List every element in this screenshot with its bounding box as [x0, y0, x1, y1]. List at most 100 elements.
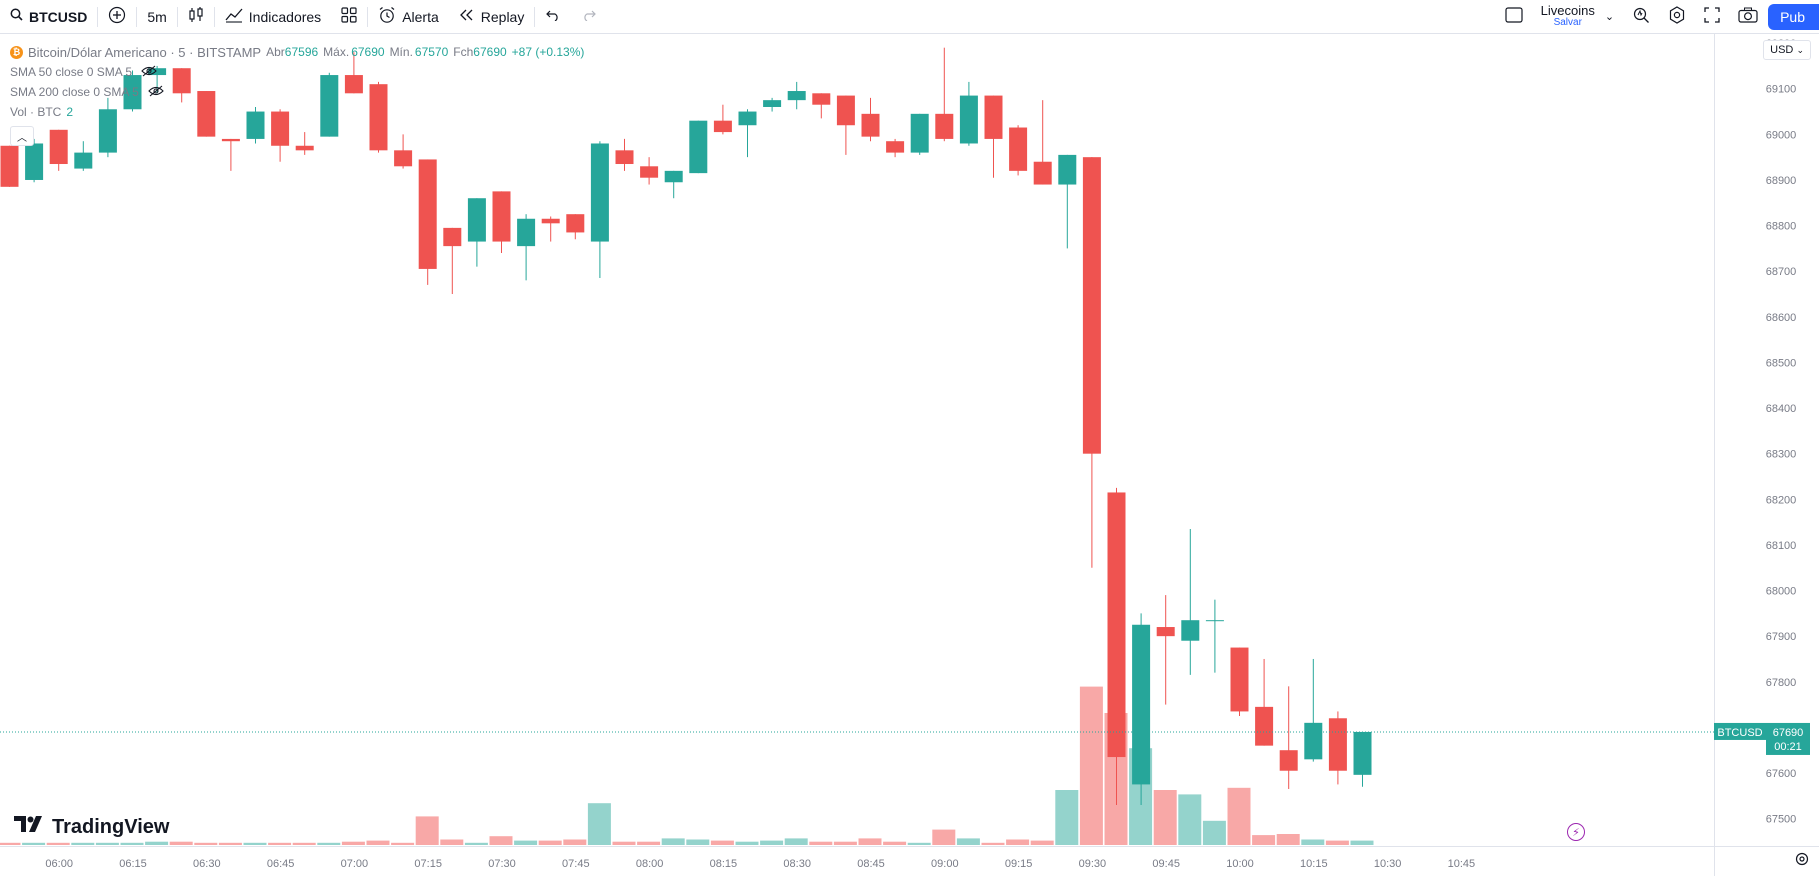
quick-search-icon[interactable]	[1632, 6, 1650, 28]
volume-bar	[981, 842, 1005, 845]
toolbar-divider	[367, 6, 369, 27]
candle	[1328, 711, 1347, 785]
legend-volume[interactable]: Vol · BTC 2	[10, 102, 584, 122]
top-toolbar: BTCUSD 5m Indicadores Alerta	[0, 0, 1819, 34]
candle	[418, 159, 437, 285]
candle-body	[1205, 620, 1224, 622]
candle	[1205, 599, 1224, 673]
volume-bar	[686, 839, 710, 845]
volume-bar	[243, 842, 267, 845]
time-tick-label: 07:15	[414, 858, 442, 870]
redo-button[interactable]	[571, 0, 607, 34]
eye-off-icon[interactable]	[147, 85, 164, 100]
time-tick-label: 06:30	[193, 858, 221, 870]
eye-off-icon[interactable]	[141, 65, 157, 80]
candle	[25, 138, 44, 183]
undo-button[interactable]	[535, 0, 571, 34]
alert-label: Alerta	[402, 8, 439, 25]
price-axis[interactable]: 6920069100690006890068800687006860068500…	[1766, 38, 1797, 826]
compare-symbol-button[interactable]	[98, 0, 136, 34]
price-chart[interactable]: 6920069100690006890068800687006860068500…	[0, 34, 1819, 876]
layout-name-button[interactable]: Livecoins Salvar	[1535, 3, 1601, 29]
candle-body	[1132, 624, 1151, 785]
price-tick-label: 68000	[1766, 586, 1797, 598]
volume-bar	[0, 842, 21, 845]
camera-icon[interactable]	[1738, 7, 1758, 27]
volume-bar	[1202, 820, 1226, 845]
gear-icon[interactable]	[1795, 852, 1809, 869]
volume-bar	[661, 838, 685, 845]
legend-sma200[interactable]: SMA 200 close 0 SMA 5	[10, 82, 584, 102]
price-tick-label: 68100	[1766, 540, 1797, 552]
volume-bar	[1153, 790, 1177, 845]
candle-body	[689, 120, 708, 174]
settings-icon[interactable]	[1668, 6, 1686, 28]
volume-bar	[858, 838, 882, 845]
legend-sma50[interactable]: SMA 50 close 0 SMA 5	[10, 62, 584, 82]
volume-bar	[563, 839, 587, 845]
alert-button[interactable]: Alerta	[368, 0, 449, 34]
volume-bar	[710, 840, 734, 845]
legend-main-series[interactable]: ₿ Bitcoin/Dólar Americano · 5 · BITSTAMP…	[10, 42, 584, 62]
candle-body	[25, 143, 44, 180]
time-axis[interactable]: 06:00 06:15 06:30 06:45 07:00 07:15 07:30 07:45…	[45, 858, 1475, 870]
candle	[689, 120, 708, 174]
replay-label: Replay	[480, 8, 525, 25]
chevron-down-icon[interactable]: ⌄	[1604, 10, 1615, 23]
candle-body	[1181, 620, 1200, 641]
candle	[836, 95, 855, 155]
volume-bar	[1030, 840, 1054, 845]
symbol-search-button[interactable]: BTCUSD	[0, 0, 97, 34]
candle-body	[615, 150, 634, 165]
volume-value: 2	[66, 105, 74, 119]
fullscreen-icon[interactable]	[1704, 7, 1720, 27]
lightning-icon[interactable]: ⚡	[1567, 823, 1585, 841]
candle	[246, 106, 265, 144]
volume-bar	[587, 803, 611, 845]
volume-bar	[169, 841, 193, 845]
candle	[861, 97, 880, 142]
price-label-symbol-bg	[1714, 722, 1766, 740]
candle	[886, 138, 905, 158]
candle-body	[1082, 157, 1101, 454]
volume-bars	[0, 686, 1374, 845]
candle	[615, 138, 634, 171]
candle-body	[1156, 627, 1175, 637]
candles-icon	[188, 6, 204, 28]
interval-button[interactable]: 5m	[137, 0, 176, 34]
candle	[517, 214, 536, 281]
tradingview-logo[interactable]: TradingView	[14, 815, 169, 839]
candle-body	[320, 75, 339, 137]
candle	[295, 132, 314, 155]
sma200-label: SMA 200 close 0 SMA 5	[10, 85, 139, 99]
close-value: 67690	[473, 45, 507, 59]
time-tick-label: 07:00	[341, 858, 369, 870]
candle	[1156, 595, 1175, 705]
price-tick-label: 67800	[1766, 677, 1797, 689]
indicators-button[interactable]: Indicadores	[215, 0, 331, 34]
price-tick-label: 68700	[1766, 266, 1797, 278]
price-tick-label: 67500	[1766, 814, 1797, 826]
layout-name: Livecoins	[1540, 3, 1595, 18]
candle	[443, 227, 462, 295]
sma50-label: SMA 50 close 0 SMA 5	[10, 65, 133, 79]
replay-button[interactable]: Replay	[449, 0, 535, 34]
candle	[787, 81, 806, 110]
candle	[1181, 528, 1200, 675]
legend-collapse-button[interactable]: ︿	[10, 126, 34, 146]
square-icon[interactable]	[1505, 7, 1523, 27]
volume-bar	[760, 840, 784, 845]
publish-button[interactable]: Pub	[1768, 4, 1819, 30]
candle-body	[418, 159, 437, 269]
candle	[713, 104, 732, 135]
templates-button[interactable]	[331, 0, 367, 34]
price-tick-label: 67600	[1766, 768, 1797, 780]
time-tick-label: 10:15	[1300, 858, 1328, 870]
chart-type-button[interactable]	[178, 0, 214, 34]
toolbar-divider	[534, 6, 536, 27]
candle-body	[590, 143, 609, 242]
currency-select[interactable]: USD ⌄	[1763, 40, 1811, 60]
candle	[369, 81, 388, 153]
volume-bar	[514, 840, 538, 845]
candle	[320, 72, 339, 137]
